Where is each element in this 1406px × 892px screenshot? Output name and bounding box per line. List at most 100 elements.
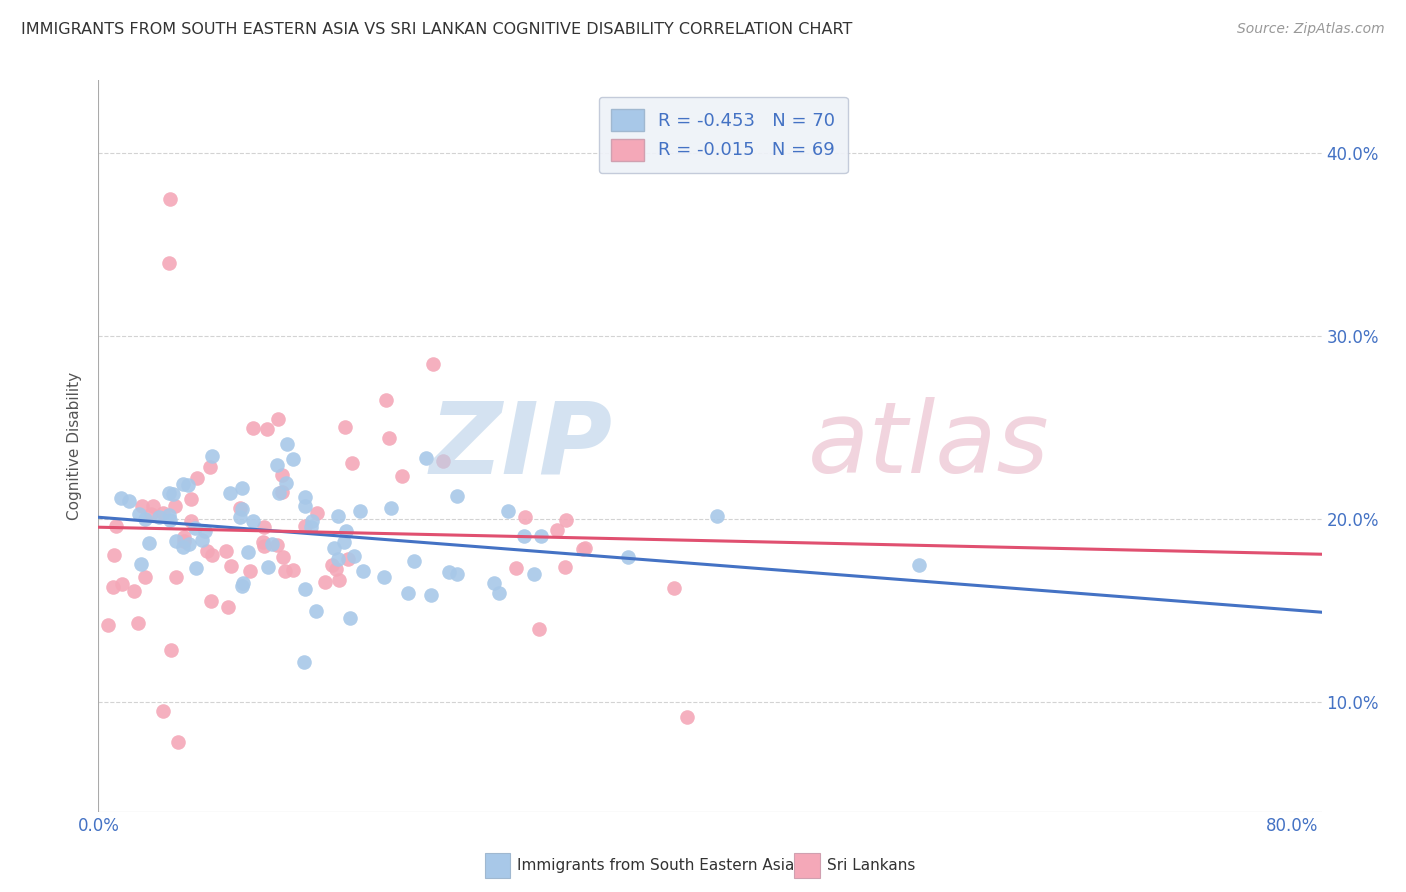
Point — [228, 510, 250, 524]
Point — [219, 559, 242, 574]
Point — [415, 451, 437, 466]
Point — [128, 507, 150, 521]
Point — [307, 506, 329, 520]
Point — [231, 501, 253, 516]
Point — [217, 599, 239, 614]
Point — [172, 477, 194, 491]
Point — [325, 562, 347, 576]
Point — [231, 481, 253, 495]
Point — [157, 485, 180, 500]
Point — [200, 593, 222, 607]
Point — [201, 548, 224, 562]
Point — [546, 524, 568, 538]
Text: IMMIGRANTS FROM SOUTH EASTERN ASIA VS SRI LANKAN COGNITIVE DISABILITY CORRELATIO: IMMIGRANTS FROM SOUTH EASTERN ASIA VS SR… — [21, 22, 852, 37]
Point — [180, 491, 202, 506]
Point — [138, 536, 160, 550]
Text: ZIP: ZIP — [429, 398, 612, 494]
Point — [908, 558, 931, 573]
Text: Immigrants from South Eastern Asia: Immigrants from South Eastern Asia — [517, 858, 794, 872]
Point — [523, 567, 546, 582]
Point — [554, 560, 576, 574]
Point — [134, 512, 156, 526]
Point — [159, 192, 181, 206]
Point — [232, 575, 254, 590]
Point — [104, 519, 127, 533]
Point — [159, 513, 181, 527]
Point — [574, 541, 596, 556]
Point — [706, 509, 728, 524]
Point — [152, 704, 174, 718]
Point — [238, 545, 260, 559]
Point — [529, 622, 551, 636]
Point — [446, 566, 468, 581]
Point — [118, 494, 141, 508]
Point — [194, 524, 217, 539]
Point — [110, 491, 132, 505]
Point — [513, 509, 536, 524]
Point — [242, 514, 264, 528]
Point — [260, 536, 283, 550]
Legend: R = -0.453   N = 70, R = -0.015   N = 69: R = -0.453 N = 70, R = -0.015 N = 69 — [599, 96, 848, 173]
Point — [422, 357, 444, 371]
Point — [505, 561, 527, 575]
Point — [530, 529, 553, 543]
Point — [271, 550, 294, 565]
Point — [186, 470, 208, 484]
Point — [305, 604, 328, 618]
Point — [276, 437, 298, 451]
Point — [184, 521, 207, 535]
Point — [252, 535, 274, 549]
Point — [266, 538, 288, 552]
Point — [496, 504, 519, 518]
Point — [97, 618, 120, 632]
Point — [215, 543, 238, 558]
Point — [335, 524, 357, 539]
Point — [191, 533, 214, 548]
Point — [373, 570, 395, 584]
Point — [512, 529, 534, 543]
Point — [555, 513, 578, 527]
Point — [323, 541, 346, 555]
Point — [352, 564, 374, 578]
Point — [103, 548, 125, 562]
Point — [446, 490, 468, 504]
Point — [157, 256, 180, 270]
Point — [269, 485, 291, 500]
Point — [231, 579, 253, 593]
Point — [676, 709, 699, 723]
Point — [256, 560, 278, 574]
Point — [328, 551, 350, 566]
Point — [253, 520, 276, 534]
Point — [200, 459, 222, 474]
Point — [229, 500, 252, 515]
Point — [332, 534, 354, 549]
Point — [292, 655, 315, 669]
Point — [321, 558, 343, 573]
Point — [239, 564, 262, 578]
Point — [273, 564, 295, 578]
Point — [165, 569, 187, 583]
Point — [131, 558, 153, 572]
Point — [391, 468, 413, 483]
Point — [664, 581, 686, 595]
Point — [134, 570, 156, 584]
Text: Sri Lankans: Sri Lankans — [827, 858, 915, 872]
Point — [294, 582, 316, 596]
Point — [167, 735, 190, 749]
Point — [488, 586, 510, 600]
Point — [197, 543, 219, 558]
Point — [256, 422, 278, 436]
Point — [184, 561, 207, 575]
Point — [162, 487, 184, 501]
Point — [437, 565, 460, 579]
Point — [131, 499, 153, 513]
Point — [283, 452, 305, 467]
Point — [163, 499, 186, 513]
Point — [396, 586, 419, 600]
Point — [349, 503, 371, 517]
Point — [165, 533, 187, 548]
Point — [274, 475, 297, 490]
Point — [333, 420, 356, 434]
Point — [294, 519, 316, 533]
Point — [111, 577, 134, 591]
